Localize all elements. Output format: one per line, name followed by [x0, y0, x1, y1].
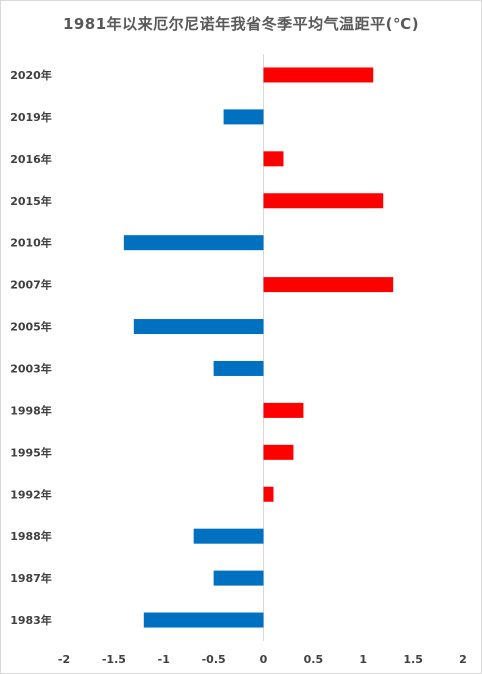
category-label: 1988年 — [10, 529, 52, 543]
category-label: 2003年 — [10, 361, 52, 375]
chart-title: 1981年以来厄尔尼诺年我省冬季平均气温距平(℃) — [62, 15, 420, 33]
category-label: 1987年 — [10, 571, 52, 585]
bar-1992年 — [263, 486, 274, 502]
bar-2010年 — [123, 235, 264, 251]
bar-1987年 — [213, 570, 264, 586]
bar-1995年 — [263, 444, 294, 460]
bar-2003年 — [213, 360, 264, 376]
category-label: 2007年 — [10, 278, 52, 292]
bar-2020年 — [263, 67, 374, 83]
x-tick-label: 1.5 — [403, 653, 423, 666]
bar-2007年 — [263, 277, 394, 293]
bar-2005年 — [133, 319, 264, 335]
x-tick-label: 2 — [459, 653, 467, 666]
category-label: 2010年 — [10, 236, 52, 250]
x-tick-label: 0 — [260, 653, 268, 666]
category-label: 1992年 — [10, 487, 52, 501]
x-tick-label: -0.5 — [202, 653, 226, 666]
category-label: 2016年 — [10, 152, 52, 166]
category-label: 2005年 — [10, 320, 52, 334]
bar-1988年 — [193, 528, 264, 544]
bar-1983年 — [143, 612, 264, 628]
x-tick-label: 0.5 — [304, 653, 324, 666]
bar-2019年 — [223, 109, 264, 125]
category-label: 1998年 — [10, 403, 52, 417]
category-label: 1995年 — [10, 445, 52, 459]
x-tick-label: 1 — [359, 653, 367, 666]
category-label: 2015年 — [10, 194, 52, 208]
category-label: 2020年 — [10, 68, 52, 82]
category-label: 2019年 — [10, 110, 52, 124]
category-label: 1983年 — [10, 613, 52, 627]
bar-1998年 — [263, 402, 304, 418]
x-tick-label: -1.5 — [102, 653, 126, 666]
x-tick-label: -2 — [58, 653, 70, 666]
x-tick-label: -1 — [158, 653, 170, 666]
bar-2015年 — [263, 193, 384, 209]
bar-2016年 — [263, 151, 284, 167]
